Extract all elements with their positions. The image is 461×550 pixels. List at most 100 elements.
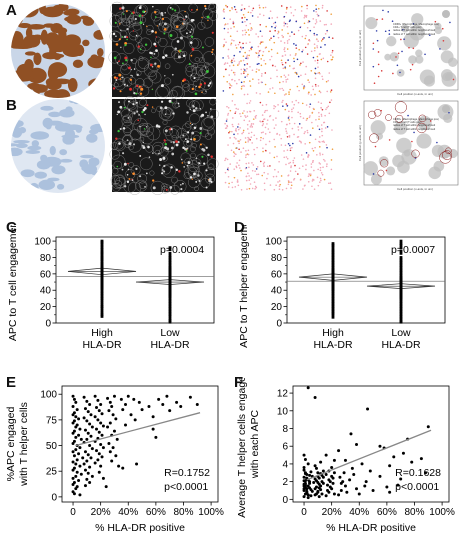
phenotype-dot (250, 11, 252, 14)
data-point (368, 469, 372, 473)
ihc-stain-blob (51, 78, 72, 85)
cell-outline (209, 3, 215, 10)
phenotype-dot (222, 90, 225, 92)
fluor-signal-dot (152, 186, 156, 190)
phenotype-dot (293, 33, 296, 36)
y-tick-label: 2 (282, 477, 288, 488)
phenotype-dot (251, 142, 253, 144)
data-point (88, 465, 92, 469)
fluor-signal-dot (211, 48, 214, 51)
phenotype-dot (244, 29, 246, 31)
x-tick-label: 80% (404, 507, 424, 518)
phenotype-dot (311, 185, 313, 188)
data-point (72, 397, 76, 401)
phenotype-dot (282, 67, 285, 70)
fluor-signal-dot (149, 63, 153, 67)
ihc-tissue-blob (47, 177, 60, 182)
data-point (168, 301, 172, 305)
phenotype-dot (284, 50, 286, 53)
fluor-signal-dot (125, 59, 128, 62)
fluor-signal-dot (118, 38, 121, 41)
data-point (328, 485, 332, 489)
data-point (324, 494, 328, 498)
fluor-signal-dot (137, 45, 140, 48)
data-point (88, 422, 92, 426)
data-point (324, 473, 328, 477)
phenotype-dot (230, 43, 232, 46)
phenotype-dot (242, 46, 244, 49)
phenotype-dot (238, 164, 240, 167)
fluor-signal-dot (160, 11, 164, 15)
cell-outline (134, 4, 147, 18)
phenotype-dot (320, 102, 323, 105)
phenotype-dot (297, 126, 299, 128)
cell-marker (372, 42, 375, 45)
fluor-signal-dot (126, 38, 128, 41)
y-tick-label: 100 (34, 237, 51, 248)
fluor-signal-dot (143, 128, 146, 130)
data-point (320, 492, 324, 496)
fluor-signal-dot (176, 40, 180, 43)
phenotype-dot (289, 54, 292, 56)
data-point (132, 397, 136, 401)
x-tick-label: 100% (198, 507, 224, 518)
phenotype-dot (329, 91, 332, 93)
data-point (89, 413, 93, 417)
cell-outline (137, 57, 150, 69)
phenotype-dot (232, 117, 234, 119)
data-point (110, 405, 114, 409)
data-point (331, 300, 335, 304)
phenotype-dot (291, 108, 293, 111)
phenotype-dot (252, 78, 254, 80)
phenotype-dot (250, 136, 253, 139)
ihc-tissue-blob (20, 169, 35, 178)
phenotype-dot (283, 156, 286, 159)
fluor-signal-dot (159, 106, 163, 110)
fluor-signal-dot (208, 177, 212, 181)
phenotype-dot (265, 25, 267, 28)
fluor-signal-dot (164, 129, 168, 133)
phenotype-dot (253, 134, 256, 137)
cell-outline (182, 123, 191, 133)
phenotype-dot (331, 37, 334, 39)
phenotype-dot (288, 93, 290, 96)
data-point (90, 447, 94, 451)
phenotype-dot (288, 65, 291, 67)
phenotype-dot (225, 41, 227, 43)
cell-outline (125, 17, 136, 28)
ihc-stain-blob (88, 78, 105, 90)
phenotype-dot (269, 152, 271, 154)
data-point (133, 418, 137, 422)
neighbourhood-radius (386, 36, 397, 47)
phenotype-dot (260, 120, 262, 123)
data-point (306, 462, 310, 466)
phenotype-dot (283, 21, 286, 24)
data-point (388, 490, 392, 494)
phenotype-dot (324, 33, 327, 35)
phenotype-dot (240, 85, 243, 88)
data-point (399, 267, 403, 271)
data-point (86, 431, 90, 435)
phenotype-dot (331, 51, 334, 54)
fluor-signal-dot (192, 105, 195, 108)
data-point (97, 452, 101, 456)
phenotype-dot (262, 6, 265, 9)
cell-marker (439, 48, 441, 50)
legend-a-item-4: radius of T cell within neighbourhood (393, 32, 436, 36)
data-point (99, 402, 103, 406)
data-point (100, 246, 104, 250)
phenotype-dot (283, 15, 286, 18)
phenotype-dot (278, 188, 281, 190)
fluor-signal-dot (132, 103, 135, 106)
phenotype-dot (258, 69, 260, 71)
spatial-b-ylabel: Cell position (y-axis, in um) (358, 125, 362, 162)
cell-outline (138, 37, 152, 52)
phenotype-dot (222, 57, 224, 59)
phenotype-dot (290, 12, 293, 14)
fluor-signal-dot (146, 172, 148, 175)
ihc-stain-blob (38, 4, 46, 14)
data-point (302, 495, 306, 499)
data-point (302, 453, 306, 457)
data-point (168, 409, 172, 413)
phenotype-dot (233, 71, 236, 74)
